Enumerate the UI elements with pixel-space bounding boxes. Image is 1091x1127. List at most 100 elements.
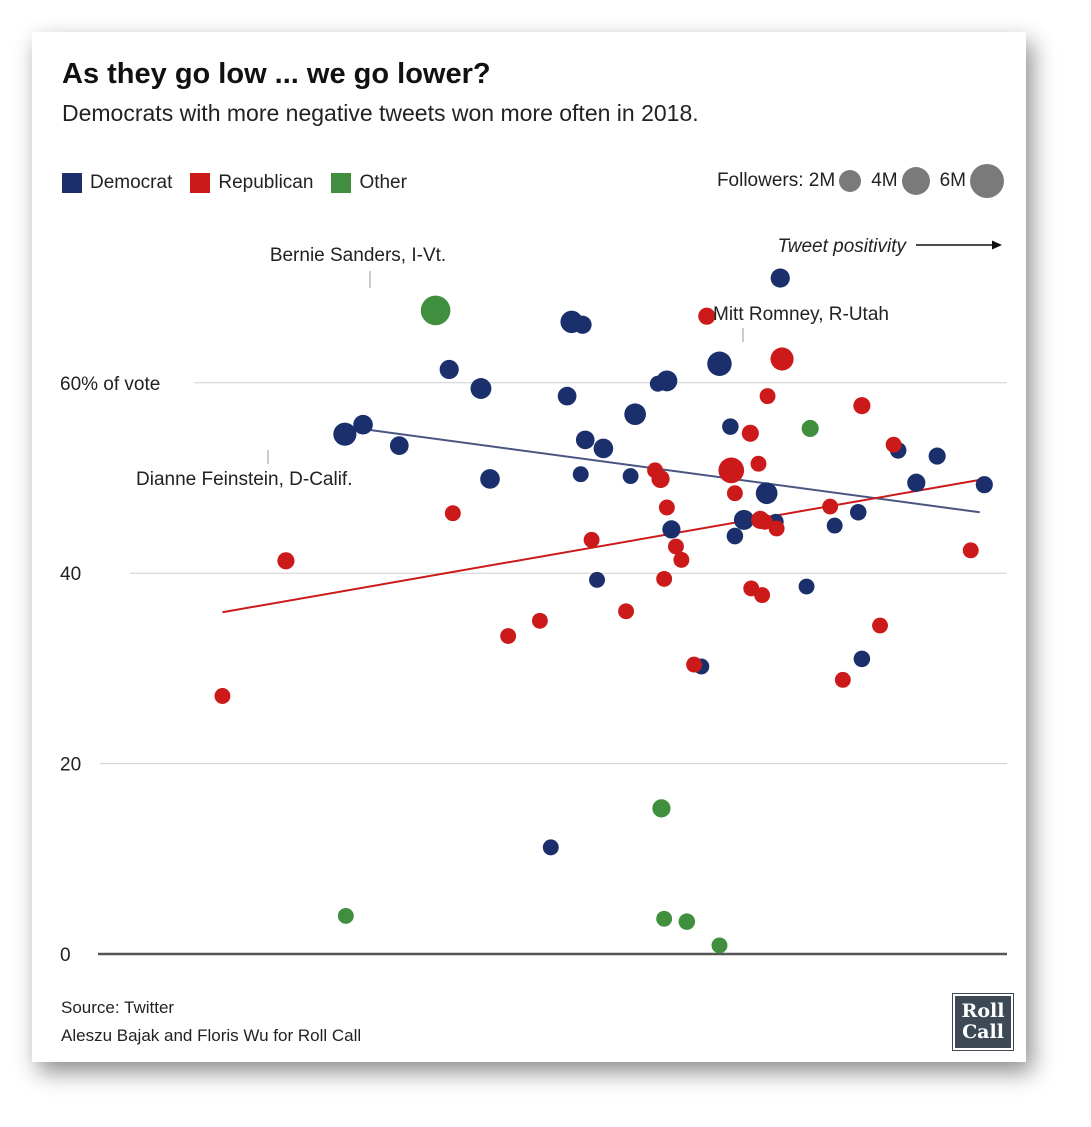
y-tick-label: 20 (60, 755, 81, 776)
point-democrat (439, 359, 459, 380)
trendline-republican (222, 478, 980, 614)
point-democrat (470, 378, 492, 399)
point-republican (277, 552, 295, 570)
point-democrat (573, 315, 592, 334)
point-democrat (907, 473, 926, 492)
point-democrat (755, 482, 778, 505)
point-democrat (722, 418, 739, 435)
legend-swatch-democrat (62, 173, 82, 193)
point-republican (444, 505, 461, 522)
size-legend-6m-dot (970, 164, 1004, 198)
y-tick-label: 0 (60, 945, 71, 966)
point-democrat (557, 386, 577, 406)
point-republican (214, 688, 231, 704)
annotation-feinstein: Dianne Feinstein, D-Calif. (136, 469, 352, 490)
point-republican (741, 424, 759, 442)
point-democrat (589, 571, 605, 588)
point-democrat (975, 476, 993, 494)
logo-line-1: Roll (961, 1000, 1005, 1022)
point-other (420, 295, 451, 326)
point-republican (583, 531, 600, 548)
point-democrat (726, 527, 744, 545)
point-democrat (798, 578, 815, 595)
annotations: Bernie Sanders, I-Vt. Mitt Romney, R-Uta… (136, 245, 889, 490)
size-legend-4m-dot (901, 167, 930, 195)
point-other (801, 419, 819, 438)
y-tick-label: 60% of vote (60, 374, 160, 395)
point-other (337, 907, 354, 924)
point-republican (658, 499, 675, 516)
legend-item-republican: Republican (190, 172, 313, 194)
point-democrat (853, 650, 871, 668)
point-republican (822, 498, 839, 515)
size-legend-6m-label: 6M (939, 170, 966, 191)
point-republican (756, 513, 773, 530)
scatter-plot: 60% of vote 40 20 0 Tweet positivity Bernie… (60, 236, 1007, 966)
point-republican (962, 542, 979, 559)
legend-label-democrat: Democrat (90, 172, 173, 193)
point-republican (531, 612, 548, 629)
point-republican (853, 397, 871, 415)
point-democrat (353, 414, 373, 435)
point-republican (651, 469, 670, 489)
point-republican (885, 436, 902, 453)
point-democrat (826, 517, 843, 534)
annotation-sanders: Bernie Sanders, I-Vt. (270, 245, 446, 266)
point-democrat (542, 839, 559, 856)
point-democrat (624, 403, 646, 426)
point-democrat (849, 504, 867, 521)
legend-item-democrat: Democrat (62, 172, 172, 194)
point-other (652, 799, 671, 818)
source-note: Source: Twitter (61, 998, 175, 1017)
point-democrat (656, 370, 678, 392)
point-republican (759, 388, 776, 405)
chart-title: As they go low ... we go lower? (62, 58, 491, 90)
point-democrat (707, 351, 732, 376)
point-republican (754, 587, 771, 604)
legend-label-other: Other (359, 172, 407, 193)
point-republican (834, 671, 851, 688)
point-democrat (733, 509, 755, 530)
logo-line-2: Call (962, 1021, 1004, 1043)
point-democrat (593, 438, 614, 459)
legend-swatch-other (331, 173, 352, 193)
size-legend-2m-label: Followers: 2M (716, 170, 836, 191)
point-democrat (575, 430, 595, 450)
color-legend: Democrat Republican Other (62, 172, 425, 194)
chart-card: As they go low ... we go lower? Democrat… (32, 32, 1026, 1062)
credit-note: Aleszu Bajak and Floris Wu for Roll Call (61, 1026, 362, 1045)
point-other (711, 937, 728, 954)
x-axis-note-arrow-head (992, 240, 1002, 250)
legend-swatch-republican (190, 173, 211, 193)
point-republican (667, 538, 684, 555)
legend-item-other: Other (331, 172, 407, 194)
point-democrat (662, 520, 681, 539)
point-republican (770, 347, 794, 371)
y-tick-label: 40 (60, 564, 81, 585)
size-legend-2m-dot (839, 170, 862, 192)
point-republican (872, 617, 888, 634)
point-republican (673, 551, 690, 568)
point-democrat (389, 436, 409, 455)
point-other (656, 910, 673, 927)
point-republican (686, 656, 703, 673)
point-republican (656, 570, 673, 587)
x-axis-note: Tweet positivity (778, 236, 908, 257)
point-democrat (572, 466, 589, 483)
point-republican (768, 520, 785, 537)
roll-call-logo: Roll Call (952, 993, 1014, 1051)
point-democrat (928, 447, 946, 465)
point-republican (500, 628, 517, 644)
point-democrat (770, 268, 790, 288)
point-democrat (480, 469, 500, 489)
point-democrat (333, 422, 357, 446)
data-points (214, 268, 993, 954)
chart-footer: Source: Twitter Aleszu Bajak and Floris … (61, 994, 361, 1050)
point-republican (726, 485, 743, 502)
size-legend-4m-label: 4M (871, 170, 898, 191)
point-republican (698, 307, 716, 325)
annotation-romney: Mitt Romney, R-Utah (713, 304, 889, 325)
point-republican (750, 455, 767, 472)
legend-label-republican: Republican (218, 172, 314, 193)
point-republican (618, 603, 635, 620)
